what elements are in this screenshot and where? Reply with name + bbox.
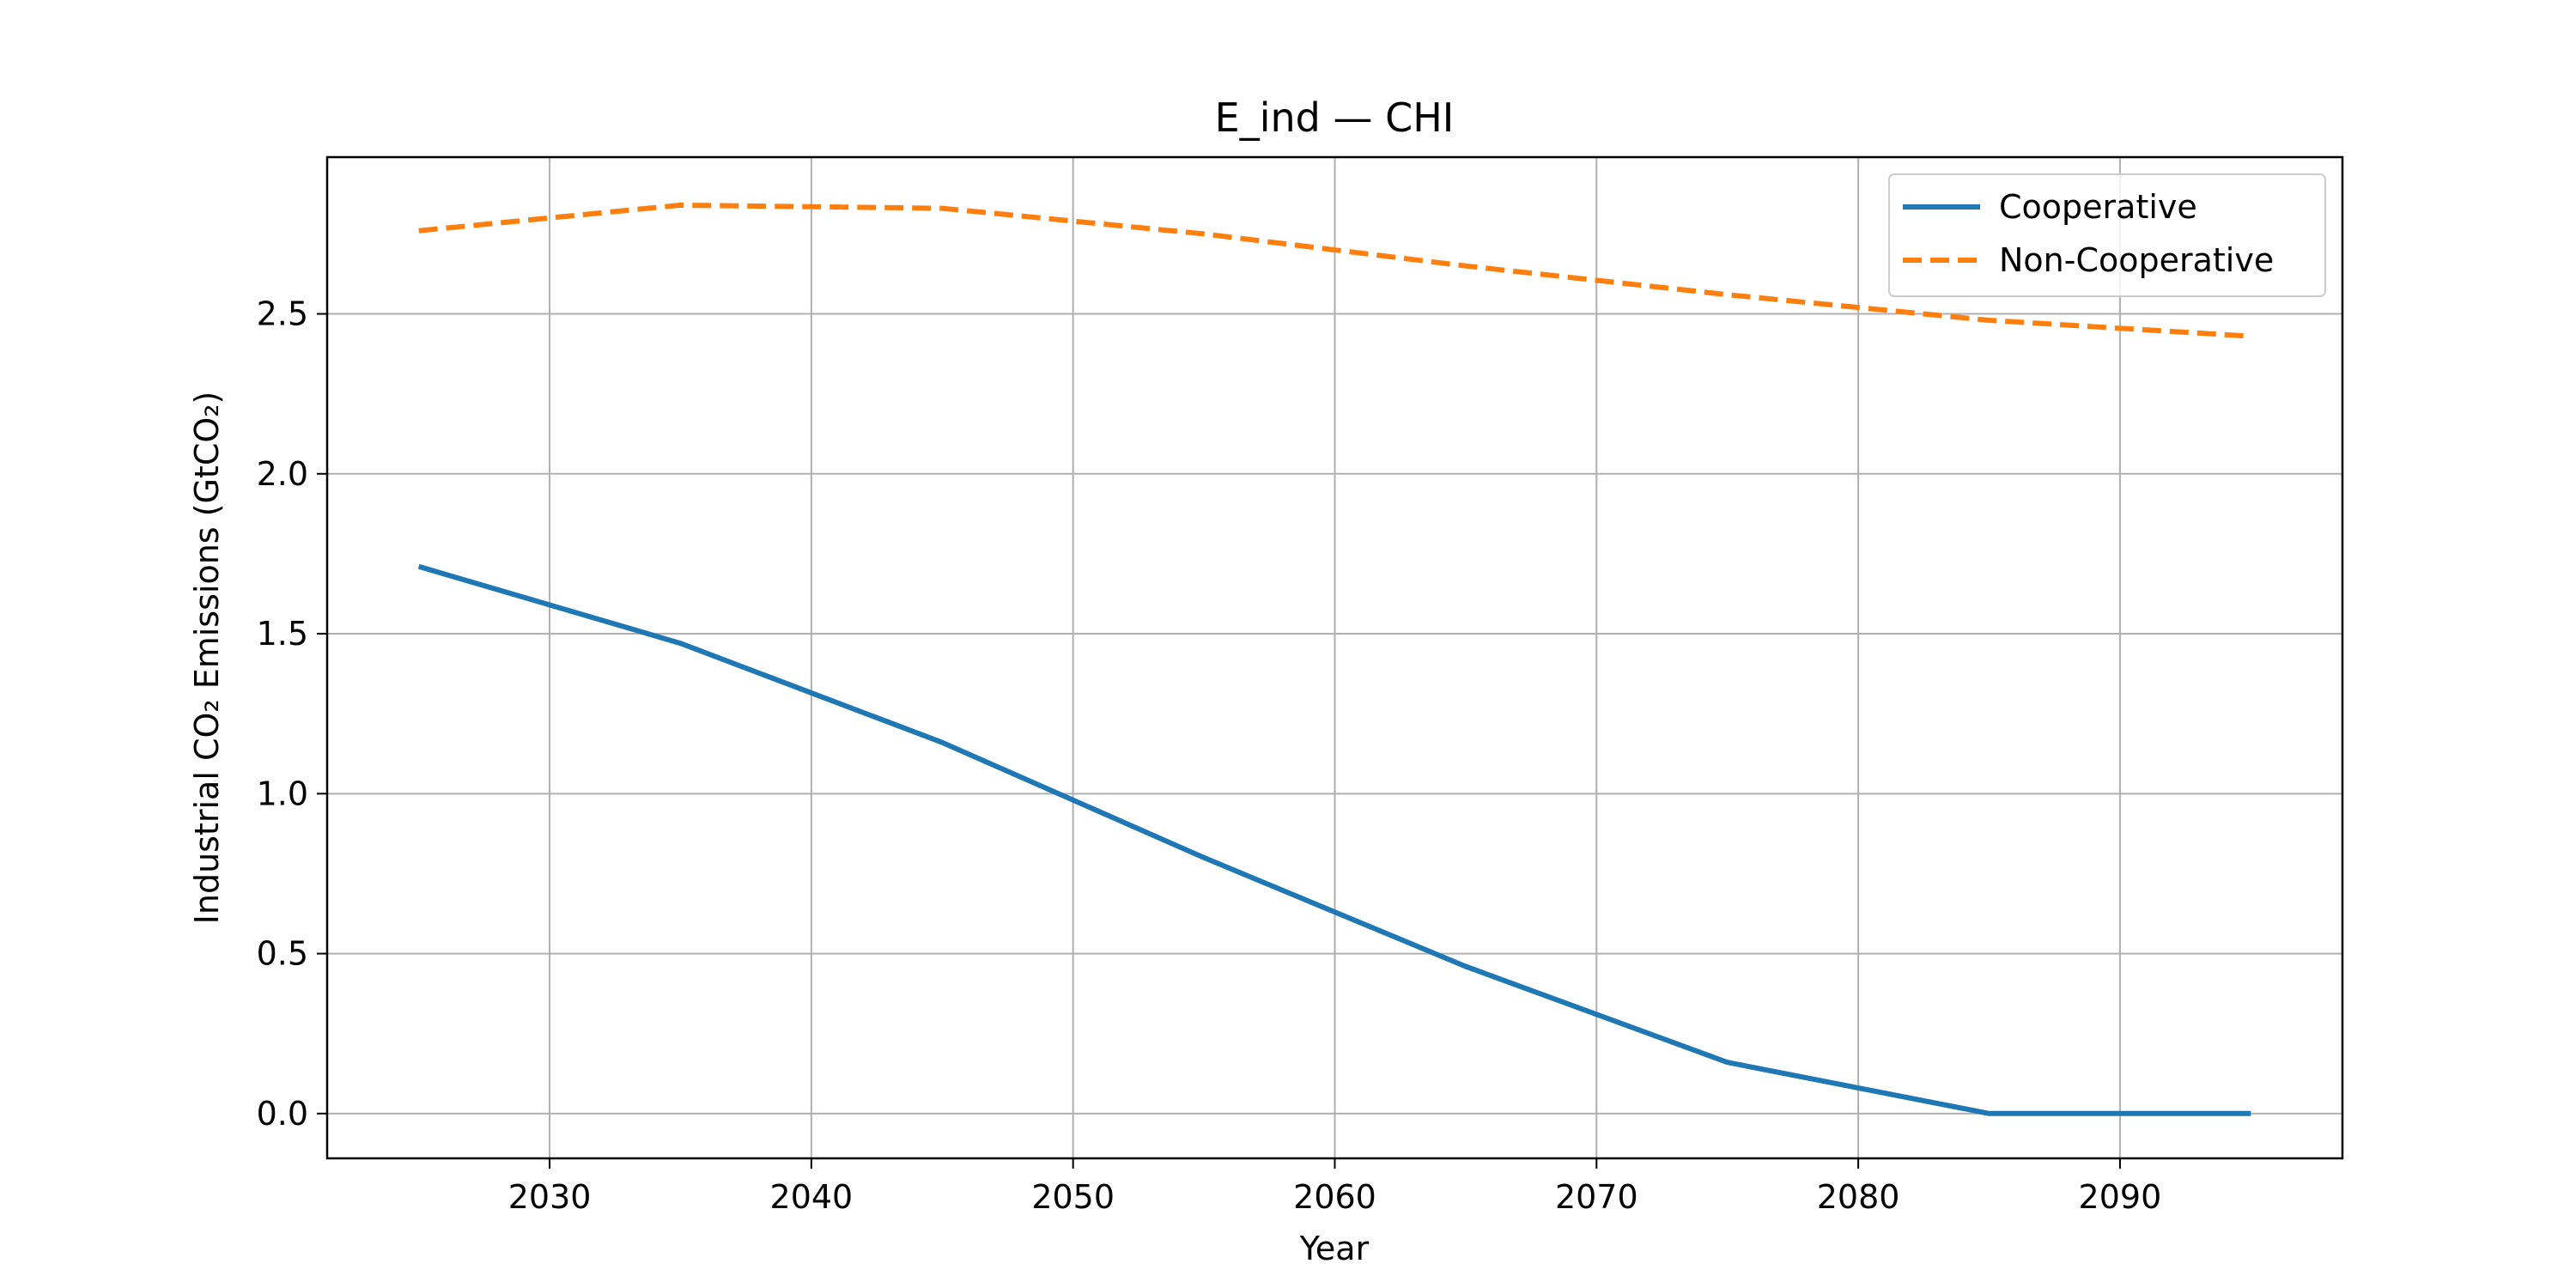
x-axis: 2030 2040 2050 2060 2070 2080 2090 [508, 1158, 2162, 1216]
y-tick-label: 2.5 [257, 295, 308, 333]
x-tick-label: 2060 [1293, 1178, 1376, 1216]
x-tick-label: 2030 [508, 1178, 592, 1216]
chart-title: E_ind — CHI [1215, 94, 1455, 141]
grid-layer [327, 157, 2342, 1158]
x-axis-label: Year [1299, 1230, 1370, 1267]
x-tick-label: 2070 [1555, 1178, 1638, 1216]
legend-label: Non-Cooperative [1999, 241, 2274, 279]
x-tick-label: 2080 [1817, 1178, 1900, 1216]
y-tick-label: 0.5 [257, 935, 308, 973]
y-axis-label: Industrial CO₂ Emissions (GtCO₂) [188, 392, 226, 925]
legend-label: Cooperative [1999, 188, 2197, 226]
y-tick-label: 1.5 [257, 615, 308, 653]
legend: Cooperative Non-Cooperative [1888, 173, 2326, 297]
x-tick-label: 2040 [770, 1178, 854, 1216]
x-tick-label: 2090 [2079, 1178, 2162, 1216]
y-tick-label: 0.0 [257, 1095, 308, 1133]
series-line-non-cooperative [418, 202, 2251, 339]
y-tick-label: 2.0 [257, 455, 308, 493]
x-tick-label: 2050 [1031, 1178, 1115, 1216]
y-axis: 0.0 0.5 1.0 1.5 2.0 2.5 [257, 295, 327, 1133]
y-tick-label: 1.0 [257, 775, 308, 812]
series-layer [417, 202, 2251, 1116]
legend-box [1888, 173, 2326, 297]
series-line-cooperative [417, 563, 2251, 1116]
